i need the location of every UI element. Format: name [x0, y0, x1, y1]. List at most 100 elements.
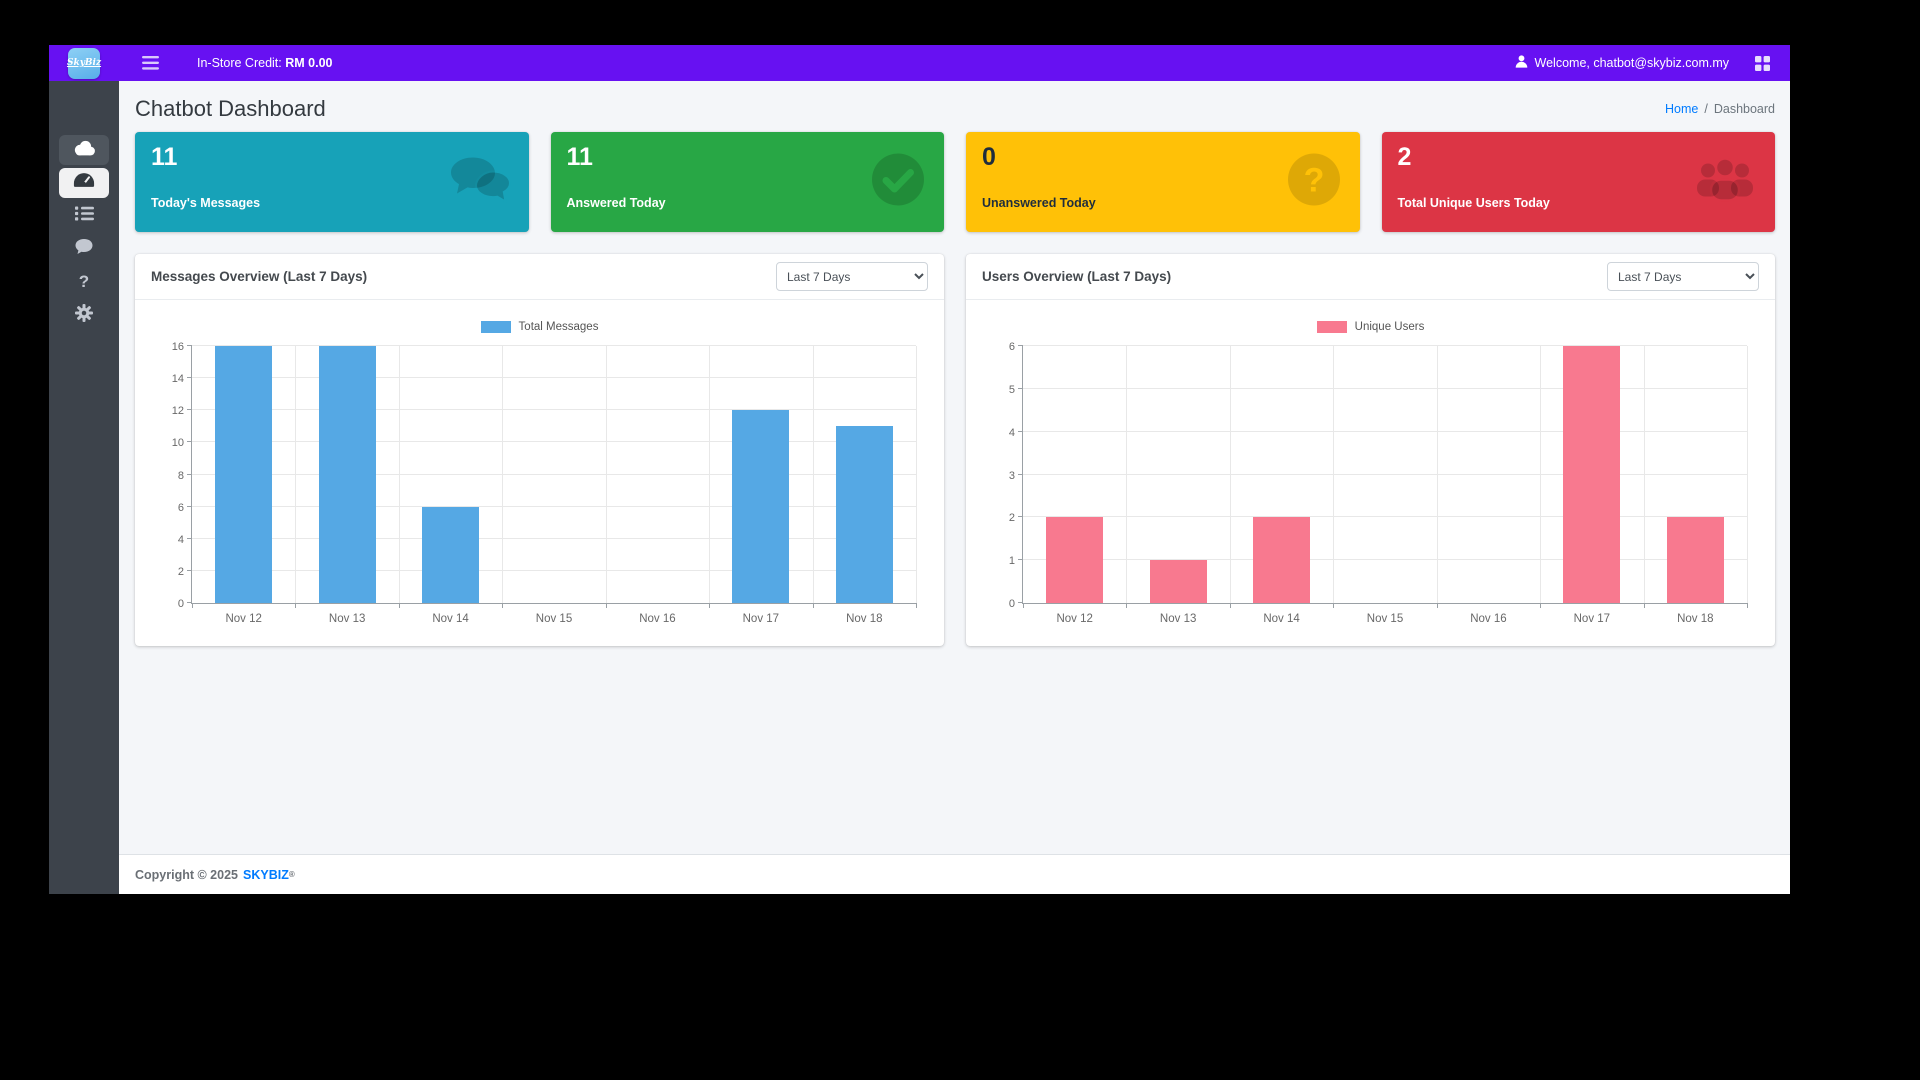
panel-header: Users Overview (Last 7 Days) Last 7 Days: [966, 254, 1775, 300]
sidebar-item-chat[interactable]: [59, 234, 109, 264]
sidebar-item-cloud[interactable]: [59, 135, 109, 165]
content-spacer: [119, 646, 1790, 854]
h-gridline: [192, 345, 916, 346]
y-tick-label: 0: [1008, 598, 1015, 610]
panel-body: Total Messages 0 2 4 6 8 10 12 14 16 Nov 12 Nov 13…: [135, 300, 944, 646]
y-tick-label: 3: [1008, 469, 1015, 482]
x-tick-label: Nov 15: [535, 613, 573, 625]
v-gridline: [1747, 346, 1748, 603]
card-todays-messages: 11 Today's Messages: [135, 132, 529, 232]
x-tick-label: Nov 13: [328, 613, 366, 625]
card-value: 11: [566, 143, 593, 171]
x-tick-label: Nov 18: [1677, 613, 1714, 625]
footer: Copyright © 2025 SKYBIZ ®: [119, 854, 1790, 894]
bar-nov-17: [732, 410, 790, 603]
user-icon: [1514, 54, 1529, 72]
y-tick-label: 8: [177, 469, 184, 482]
v-gridline: [1333, 346, 1335, 603]
card-value: 2: [1397, 143, 1412, 171]
topbar: SkyBiz In-Store Credit: RM 0.00: [49, 45, 1790, 81]
x-tick-label: Nov 18: [846, 613, 883, 625]
x-tick-label: Nov 17: [742, 613, 780, 625]
in-store-credit: In-Store Credit: RM 0.00: [197, 56, 333, 70]
sidebar-item-list[interactable]: [59, 201, 109, 231]
y-tick-label: 10: [171, 437, 184, 450]
x-tick-mark: [1747, 603, 1748, 608]
skybiz-footer-link[interactable]: SKYBIZ: [243, 867, 289, 882]
bar-nov-14: [422, 506, 479, 603]
v-gridline: [1643, 346, 1645, 603]
y-tick-mark: [187, 505, 192, 507]
breadcrumb-separator: /: [1704, 102, 1708, 116]
v-gridline: [605, 346, 607, 603]
hamburger-menu-icon[interactable]: [142, 56, 159, 70]
copyright-text: Copyright © 2025: [135, 867, 238, 882]
x-tick-label: Nov 16: [639, 613, 676, 625]
x-tick-mark: [1643, 603, 1645, 608]
v-gridline: [812, 346, 814, 603]
h-gridline: [1023, 516, 1747, 518]
skybiz-logo-text: SkyBiz: [66, 58, 102, 68]
credit-label: In-Store Credit:: [197, 56, 282, 70]
chart-legend[interactable]: Total Messages: [155, 312, 924, 342]
legend-label: Unique Users: [1354, 321, 1425, 333]
bar-nov-17: [1563, 346, 1621, 603]
h-gridline: [192, 473, 916, 475]
y-tick-label: 6: [1008, 341, 1015, 353]
y-tick-label: 2: [177, 565, 184, 578]
v-gridline: [398, 346, 400, 603]
user-menu[interactable]: Welcome, chatbot@skybiz.com.my: [1514, 54, 1729, 72]
panel-header: Messages Overview (Last 7 Days) Last 7 D…: [135, 254, 944, 300]
panel-title: Messages Overview (Last 7 Days): [151, 269, 368, 284]
x-tick-mark: [398, 603, 400, 608]
h-gridline: [192, 569, 916, 571]
h-gridline: [1023, 430, 1747, 432]
bar-nov-13: [318, 346, 376, 603]
chart-legend[interactable]: Unique Users: [986, 312, 1755, 342]
y-tick-mark: [187, 602, 192, 603]
y-tick-mark: [187, 537, 192, 539]
h-gridline: [192, 537, 916, 539]
panel-title: Users Overview (Last 7 Days): [982, 269, 1172, 284]
skybiz-logo[interactable]: SkyBiz: [66, 47, 102, 79]
date-range-select[interactable]: Last 7 Days: [776, 262, 928, 291]
y-tick-label: 5: [1008, 383, 1015, 396]
gear-icon: [75, 303, 93, 327]
breadcrumb-current: Dashboard: [1713, 102, 1775, 116]
main-content: Chatbot Dashboard Home / Dashboard 11 To…: [119, 81, 1790, 894]
card-label: Unanswered Today: [982, 196, 1096, 210]
x-tick-mark: [1333, 603, 1335, 608]
users-bar-chart: 0 1 2 3 4 5 6 Nov 12 Nov 13 Nov 14 Nov 15 Nov 16 Nov…: [986, 341, 1755, 632]
page-title: Chatbot Dashboard: [135, 96, 326, 121]
check-circle-icon: [870, 152, 926, 213]
y-tick-label: 4: [1008, 426, 1015, 439]
y-tick-label: 1: [1008, 555, 1015, 568]
logo-cell: SkyBiz: [49, 47, 119, 79]
bar-nov-13: [1149, 560, 1207, 603]
h-gridline: [1023, 473, 1747, 475]
sidebar-item-settings[interactable]: [59, 300, 109, 330]
y-tick-label: 6: [177, 501, 184, 514]
h-gridline: [1023, 559, 1747, 561]
question-icon: ?: [78, 272, 90, 291]
bar-nov-18: [835, 426, 893, 603]
sidebar-item-dashboard[interactable]: [59, 168, 109, 198]
date-range-select[interactable]: Last 7 Days: [1607, 262, 1759, 291]
x-tick-mark: [709, 603, 711, 608]
x-tick-label: Nov 14: [1263, 613, 1300, 625]
apps-grid-icon[interactable]: [1755, 55, 1770, 71]
x-tick-mark: [192, 603, 193, 608]
x-tick-label: Nov 14: [432, 613, 469, 625]
y-tick-mark: [1018, 345, 1023, 346]
breadcrumb-home-link[interactable]: Home: [1665, 102, 1699, 116]
card-label: Today's Messages: [151, 196, 261, 210]
bar-nov-12: [1046, 517, 1104, 603]
y-tick-label: 16: [171, 341, 184, 353]
sidebar-item-help[interactable]: ?: [59, 267, 109, 297]
y-tick-mark: [1018, 430, 1023, 432]
x-tick-mark: [916, 603, 917, 608]
v-gridline: [1126, 346, 1128, 603]
card-value: 11: [151, 143, 178, 171]
tachometer-icon: [73, 172, 95, 194]
